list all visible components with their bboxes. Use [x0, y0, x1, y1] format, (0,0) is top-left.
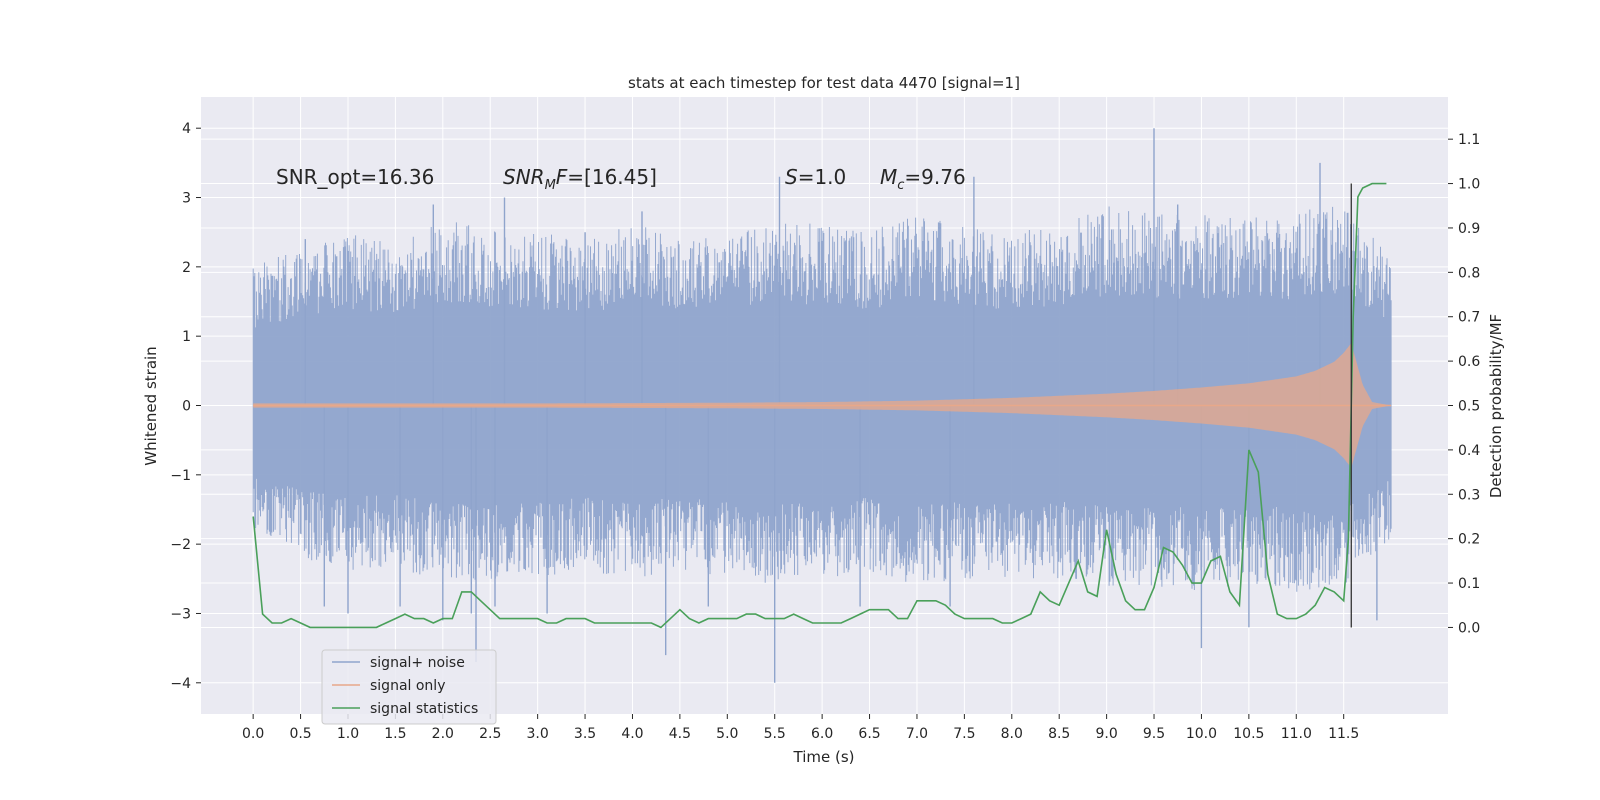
legend-box	[321, 649, 497, 725]
x-tick-label-5: 2.5	[479, 726, 501, 742]
y2-tick-label-7: 0.4	[1458, 443, 1480, 459]
y2-tick-label-4: 0.7	[1458, 310, 1480, 326]
x-axis-label: Time (s)	[793, 748, 855, 766]
x-tick-label-22: 11.0	[1281, 726, 1312, 742]
y2-tick-label-0: 1.1	[1458, 132, 1480, 148]
x-tick-label-6: 3.0	[527, 726, 549, 742]
annotation-mc-symbol: M	[880, 165, 897, 189]
x-tick-label-3: 1.5	[384, 726, 406, 742]
y-tick-label-4: 0	[182, 399, 191, 415]
annotation-snr-mf: SNRMF=[16.45]	[503, 165, 657, 193]
x-tick-label-20: 10.0	[1186, 726, 1217, 742]
noise-spikes	[304, 128, 1378, 683]
y2-tick-label-2: 0.9	[1458, 221, 1480, 237]
x-tick-label-21: 10.5	[1233, 726, 1264, 742]
annotation-s: S=1.0	[785, 165, 846, 189]
annotation-s-value: =1.0	[798, 165, 847, 189]
x-tick-label-1: 0.5	[289, 726, 311, 742]
y2-tick-label-1: 1.0	[1458, 177, 1480, 193]
x-tick-label-11: 5.5	[764, 726, 786, 742]
x-tick-label-12: 6.0	[811, 726, 833, 742]
x-tick-label-18: 9.0	[1095, 726, 1117, 742]
y2-tick-label-5: 0.6	[1458, 354, 1480, 370]
annotation-mc: Mc=9.76	[880, 165, 966, 193]
legend-label-signal-statistics: signal statistics	[370, 701, 478, 717]
series-signal-only	[253, 343, 1392, 468]
legend-label-signal-plus-noise: signal+ noise	[370, 655, 465, 671]
y2-tick-label-8: 0.3	[1458, 487, 1480, 503]
annotation-mc-value: =9.76	[904, 165, 965, 189]
annotation-snr-mf-value: =[16.45]	[567, 165, 657, 189]
y-tick-label-0: 4	[182, 121, 191, 137]
legend: signal+ noise signal only signal statist…	[321, 649, 497, 725]
y2-tick-label-11: 0.0	[1458, 620, 1480, 636]
x-tick-label-14: 7.0	[906, 726, 928, 742]
x-tick-label-15: 7.5	[953, 726, 975, 742]
y-tick-label-2: 2	[182, 260, 191, 276]
y-tick-label-8: −4	[170, 676, 191, 692]
x-tick-label-2: 1.0	[337, 726, 359, 742]
annotation-snr-mf-main: SNR	[503, 165, 545, 189]
y2-tick-label-9: 0.2	[1458, 532, 1480, 548]
annotation-snr-mf-sub: M	[545, 178, 556, 193]
y-tick-label-5: −1	[170, 468, 191, 484]
x-tick-label-4: 2.0	[432, 726, 454, 742]
legend-label-signal-only: signal only	[370, 678, 445, 694]
ticks: 0.0 0.5 1.0 1.5 2.0 2.5 3.0 3.5 4.0 4.5 5.0 5.5 6.0 6…	[170, 121, 1480, 742]
x-tick-label-17: 8.5	[1048, 726, 1070, 742]
x-tick-label-10: 5.0	[716, 726, 738, 742]
statistics-line	[252, 182, 1387, 629]
annotation-mc-sub: c	[897, 178, 904, 193]
annotation-snr-mf-tail: F	[556, 165, 568, 189]
annotation-snr-opt: SNR_opt=16.36	[276, 165, 434, 189]
x-tick-label-16: 8.0	[1001, 726, 1023, 742]
y-tick-label-3: 1	[182, 329, 191, 345]
y-tick-label-7: −3	[170, 606, 191, 622]
series-signal-statistics	[252, 182, 1387, 629]
x-tick-label-13: 6.5	[858, 726, 880, 742]
y-tick-label-1: 3	[182, 191, 191, 207]
y2-axis-label: Detection probability/MF	[1487, 314, 1505, 498]
x-tick-label-0: 0.0	[242, 726, 264, 742]
y2-tick-label-6: 0.5	[1458, 399, 1480, 415]
y2-tick-label-3: 0.8	[1458, 265, 1480, 281]
x-tick-label-23: 11.5	[1328, 726, 1359, 742]
x-tick-label-8: 4.0	[621, 726, 643, 742]
x-tick-label-9: 4.5	[669, 726, 691, 742]
y-tick-label-6: −2	[170, 537, 191, 553]
chart-title: stats at each timestep for test data 447…	[628, 74, 1020, 92]
x-tick-label-7: 3.5	[574, 726, 596, 742]
y2-tick-label-10: 0.1	[1458, 576, 1480, 592]
x-tick-label-19: 9.5	[1143, 726, 1165, 742]
plot-marks	[252, 128, 1392, 683]
y-axis-label: Whitened strain	[142, 346, 160, 465]
annotation-s-symbol: S	[785, 165, 798, 189]
